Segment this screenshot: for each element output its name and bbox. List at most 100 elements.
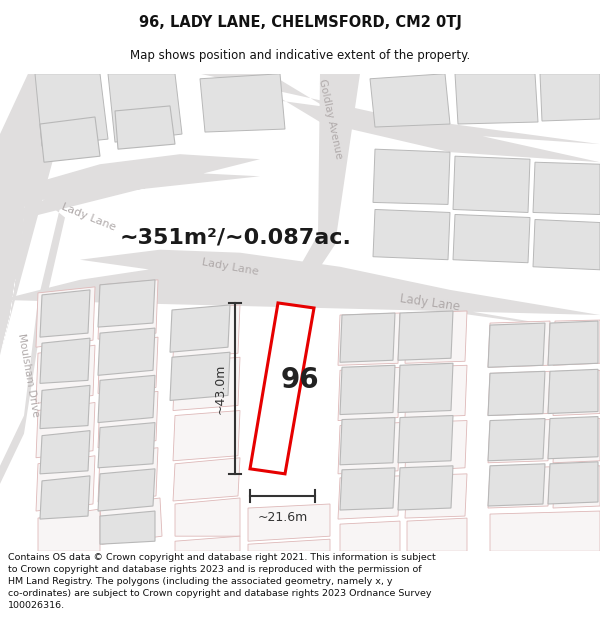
Polygon shape	[175, 498, 240, 536]
Polygon shape	[98, 469, 155, 511]
Polygon shape	[407, 518, 467, 551]
Polygon shape	[248, 504, 330, 541]
Polygon shape	[488, 419, 550, 462]
Text: ~351m²/~0.087ac.: ~351m²/~0.087ac.	[120, 228, 352, 248]
Polygon shape	[548, 416, 598, 459]
Text: Goldlay Avenue: Goldlay Avenue	[317, 78, 343, 160]
Polygon shape	[36, 287, 95, 347]
Polygon shape	[98, 328, 155, 376]
Polygon shape	[173, 357, 240, 411]
Polygon shape	[170, 305, 230, 352]
Polygon shape	[488, 464, 545, 506]
Polygon shape	[250, 303, 314, 474]
Polygon shape	[553, 419, 600, 462]
Polygon shape	[490, 511, 600, 551]
Polygon shape	[553, 370, 600, 416]
Polygon shape	[100, 511, 155, 544]
Polygon shape	[98, 280, 155, 327]
Polygon shape	[540, 74, 600, 121]
Polygon shape	[36, 402, 95, 458]
Polygon shape	[35, 74, 108, 146]
Polygon shape	[373, 149, 450, 204]
Polygon shape	[40, 117, 100, 162]
Polygon shape	[405, 365, 467, 418]
Polygon shape	[40, 386, 90, 429]
Polygon shape	[488, 467, 550, 508]
Polygon shape	[40, 338, 90, 383]
Polygon shape	[338, 422, 400, 474]
Polygon shape	[38, 509, 100, 551]
Text: Moulsham Drive: Moulsham Drive	[16, 332, 40, 418]
Polygon shape	[100, 498, 162, 544]
Text: Contains OS data © Crown copyright and database right 2021. This information is : Contains OS data © Crown copyright and d…	[8, 554, 436, 609]
Polygon shape	[36, 345, 95, 404]
Text: Map shows position and indicative extent of the property.: Map shows position and indicative extent…	[130, 49, 470, 62]
Polygon shape	[398, 466, 453, 510]
Text: Lady Lane: Lady Lane	[201, 257, 259, 277]
Polygon shape	[200, 74, 285, 132]
Polygon shape	[175, 536, 240, 551]
Polygon shape	[338, 368, 400, 421]
Polygon shape	[373, 209, 450, 260]
Polygon shape	[398, 416, 453, 462]
Polygon shape	[338, 313, 400, 365]
Polygon shape	[98, 337, 158, 393]
Polygon shape	[0, 74, 55, 295]
Polygon shape	[488, 419, 545, 461]
Polygon shape	[248, 539, 330, 551]
Polygon shape	[398, 311, 453, 360]
Polygon shape	[548, 369, 598, 414]
Polygon shape	[453, 214, 530, 262]
Polygon shape	[488, 321, 550, 368]
Text: 96: 96	[281, 366, 319, 394]
Polygon shape	[548, 321, 598, 365]
Polygon shape	[340, 365, 395, 414]
Text: ~21.6m: ~21.6m	[257, 511, 308, 524]
Polygon shape	[173, 411, 240, 461]
Polygon shape	[40, 290, 90, 337]
Text: Lady Lane: Lady Lane	[60, 202, 117, 233]
Polygon shape	[108, 74, 182, 142]
Polygon shape	[115, 106, 175, 149]
Text: ~43.0m: ~43.0m	[214, 363, 227, 414]
Polygon shape	[98, 391, 158, 448]
Polygon shape	[553, 466, 600, 508]
Polygon shape	[488, 371, 550, 416]
Polygon shape	[40, 431, 90, 474]
Polygon shape	[453, 156, 530, 212]
Text: Lady Lane: Lady Lane	[399, 292, 461, 314]
Polygon shape	[295, 74, 360, 275]
Polygon shape	[0, 74, 90, 355]
Polygon shape	[173, 458, 240, 501]
Polygon shape	[405, 311, 467, 363]
Polygon shape	[340, 468, 395, 510]
Polygon shape	[0, 154, 260, 224]
Polygon shape	[455, 74, 538, 124]
Polygon shape	[553, 320, 600, 365]
Polygon shape	[0, 194, 25, 295]
Polygon shape	[98, 448, 158, 502]
Polygon shape	[405, 421, 467, 471]
Polygon shape	[40, 476, 90, 519]
Polygon shape	[548, 462, 598, 504]
Polygon shape	[340, 313, 395, 362]
Polygon shape	[533, 162, 600, 214]
Polygon shape	[173, 305, 240, 358]
Polygon shape	[488, 371, 545, 416]
Polygon shape	[405, 474, 467, 518]
Polygon shape	[340, 418, 395, 465]
Polygon shape	[488, 323, 545, 368]
Polygon shape	[98, 376, 155, 423]
Polygon shape	[0, 198, 65, 484]
Polygon shape	[200, 74, 600, 162]
Text: 96, LADY LANE, CHELMSFORD, CM2 0TJ: 96, LADY LANE, CHELMSFORD, CM2 0TJ	[139, 14, 461, 29]
Polygon shape	[533, 219, 600, 270]
Polygon shape	[338, 476, 400, 519]
Polygon shape	[370, 74, 450, 127]
Polygon shape	[36, 456, 95, 511]
Polygon shape	[340, 521, 400, 551]
Polygon shape	[170, 352, 230, 401]
Polygon shape	[98, 422, 155, 468]
Polygon shape	[398, 363, 453, 413]
Polygon shape	[98, 280, 158, 339]
